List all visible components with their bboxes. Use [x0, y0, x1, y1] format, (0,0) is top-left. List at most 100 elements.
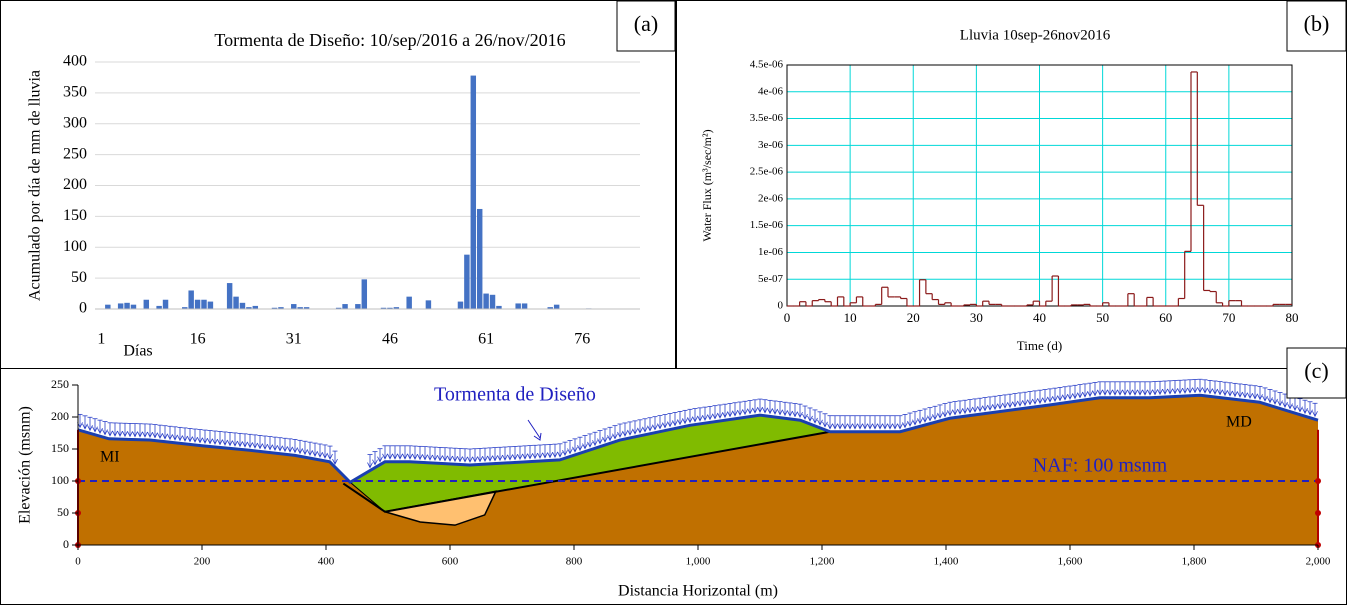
bar: [291, 304, 297, 309]
rain-arrow: [897, 415, 903, 430]
rain-arrow: [1007, 394, 1013, 409]
rain-arrow: [1087, 383, 1093, 398]
rain-arrow: [1107, 381, 1113, 396]
y-tick-label: 350: [63, 84, 87, 101]
bar: [233, 296, 239, 309]
rain-arrow: [277, 437, 283, 452]
bar: [226, 283, 233, 309]
rain-arrow: [1067, 386, 1073, 400]
bar: [143, 299, 150, 309]
rain-arrow: [1012, 393, 1018, 408]
rain-arrow: [407, 445, 413, 460]
y-tick-label: 4.5e-06: [750, 59, 784, 71]
y-tick-label: 3.5e-06: [750, 112, 784, 124]
rain-arrow: [1102, 381, 1108, 396]
rain-arrow: [972, 398, 978, 413]
rain-arrow: [1097, 381, 1103, 396]
rain-arrow: [597, 430, 603, 445]
bar: [162, 299, 169, 309]
rain-arrow: [672, 412, 678, 427]
x-tick-label: 76: [574, 331, 590, 348]
y-tick-label: 0: [778, 300, 784, 312]
rain-arrow: [1132, 381, 1138, 396]
rain-arrow: [1117, 381, 1123, 396]
y-tick-label: 250: [51, 377, 69, 391]
x-axis-label: Time (d): [1017, 338, 1062, 353]
rain-arrow: [992, 396, 998, 411]
rain-arrow: [127, 423, 133, 438]
rain-arrow: [702, 407, 708, 422]
rain-arrow: [402, 445, 408, 460]
rain-arrow: [1037, 390, 1043, 405]
rain-arrow: [437, 447, 443, 462]
bar: [483, 293, 489, 309]
rain-arrow: [192, 429, 198, 443]
rain-arrow: [1082, 383, 1088, 398]
rain-arrow: [882, 415, 888, 430]
rain-arrow: [862, 415, 868, 430]
rain-arrow: [822, 413, 828, 428]
rain-arrow: [467, 448, 473, 463]
rain-arrow: [237, 433, 243, 448]
rain-arrow: [287, 438, 293, 453]
rain-arrow: [1032, 390, 1038, 405]
rain-arrow: [977, 398, 983, 413]
rain-arrow: [747, 400, 753, 415]
bank-label: MI: [100, 449, 120, 466]
rain-arrow: [212, 431, 218, 445]
rain-arrow: [1242, 384, 1248, 399]
bar: [239, 302, 246, 309]
x-tick-label: 50: [1096, 310, 1109, 325]
rain-arrow: [1157, 381, 1163, 396]
rain-arrow: [1112, 381, 1118, 396]
bar: [297, 307, 303, 309]
rain-arrow: [947, 402, 953, 417]
bar: [124, 302, 130, 309]
rain-arrow: [142, 423, 148, 438]
rain-arrow: [602, 428, 608, 443]
storm-label: Tormenta de Diseño: [434, 384, 596, 406]
naf-label: NAF: 100 msnm: [1033, 455, 1168, 477]
rain-arrow: [112, 422, 118, 437]
rain-arrow: [97, 420, 103, 435]
rain-arrow: [1062, 386, 1068, 401]
rain-arrow: [1137, 381, 1143, 396]
x-tick-label: 40: [1033, 310, 1046, 325]
x-tick-label: 30: [970, 310, 983, 325]
rain-arrow: [1227, 382, 1233, 397]
rain-arrow: [377, 448, 383, 463]
y-axis-label: Water Flux (m³/sec/m²): [700, 129, 714, 241]
x-tick-label: 16: [190, 331, 206, 348]
x-tick-label: 1,600: [1058, 556, 1083, 568]
rain-arrow: [757, 399, 763, 413]
rain-arrow: [102, 421, 108, 436]
x-tick-label: 1,000: [686, 556, 711, 568]
rain-arrow: [1172, 380, 1178, 395]
rain-arrow: [1272, 390, 1278, 405]
bar: [387, 307, 393, 309]
rain-arrow: [257, 435, 263, 450]
rain-arrow: [1212, 380, 1218, 395]
rain-arrow: [107, 422, 113, 437]
rain-arrow: [1237, 383, 1243, 398]
rain-arrow: [1072, 385, 1078, 400]
rain-arrow: [987, 396, 993, 411]
x-axis-label: Distancia Horizontal (m): [618, 583, 778, 600]
rain-arrow: [167, 426, 173, 441]
rain-arrow: [312, 443, 318, 457]
y-tick-label: 150: [51, 441, 69, 455]
panel-frame: [0, 0, 676, 369]
bar: [207, 301, 214, 309]
rain-arrow: [307, 442, 313, 457]
rain-arrow: [497, 447, 503, 462]
rain-arrow: [1252, 385, 1258, 400]
ground-surface: [77, 393, 1319, 485]
slip-surface: [342, 430, 831, 513]
bar: [271, 307, 278, 309]
x-tick-label: 0: [784, 310, 791, 325]
rain-arrow: [962, 400, 968, 415]
y-tick-label: 2.5e-06: [750, 166, 784, 178]
rain-arrow: [572, 438, 578, 453]
rain-arrow: [252, 434, 258, 449]
rain-arrow: [472, 448, 478, 463]
